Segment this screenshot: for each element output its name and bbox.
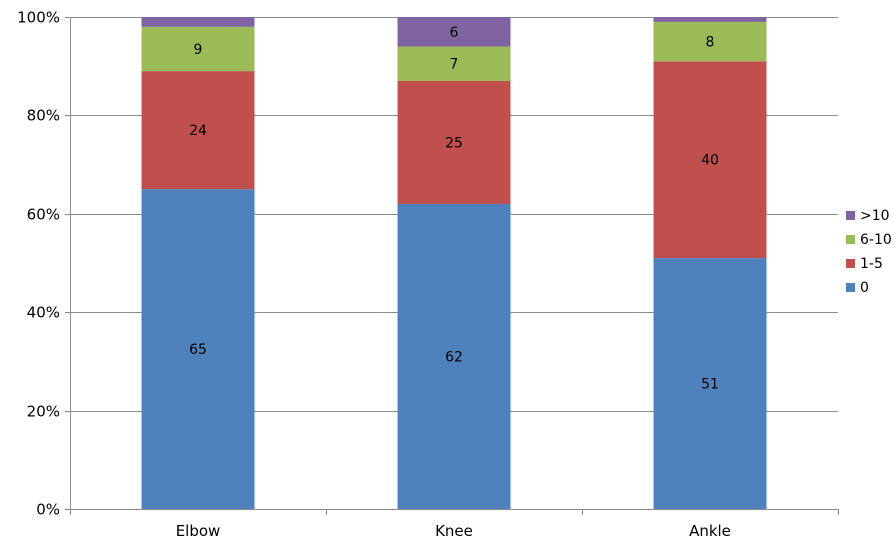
- axes: 0% 20% 40% 60% 80% 100% Elbow Knee Ankle: [17, 9, 839, 540]
- x-category-label: Ankle: [689, 522, 731, 540]
- bar-segment-ankle-3: [653, 17, 767, 22]
- bar-segment-elbow-2: [141, 26, 255, 72]
- legend-swatch: [846, 283, 855, 292]
- bar-segment-elbow-1: [141, 71, 255, 190]
- y-tick-label: 60%: [27, 206, 60, 224]
- bar-segment-knee-2: [397, 46, 511, 81]
- bar-segment-knee-3: [397, 17, 511, 47]
- bar-segment-ankle-1: [653, 61, 767, 259]
- data-label: 62: [445, 349, 463, 365]
- data-label: 8: [706, 35, 715, 51]
- data-label: 40: [701, 153, 719, 169]
- y-tick-label: 0%: [36, 501, 60, 519]
- legend: >10 6-10 1-5 0: [846, 208, 892, 296]
- bar-segment-ankle-0: [653, 258, 767, 509]
- data-label: 24: [189, 123, 207, 139]
- bar-segment-knee-1: [397, 80, 511, 204]
- legend-swatch: [846, 259, 855, 268]
- data-label: 65: [189, 342, 207, 358]
- legend-swatch: [846, 235, 855, 244]
- data-label: 25: [445, 135, 463, 151]
- y-tick-label: 40%: [27, 304, 60, 322]
- data-label: 7: [450, 57, 459, 73]
- legend-label: 0: [860, 280, 869, 296]
- legend-label: 1-5: [860, 256, 883, 272]
- legend-label: >10: [860, 208, 890, 224]
- y-tick-label: 100%: [17, 9, 60, 27]
- x-category-label: Elbow: [176, 522, 221, 540]
- legend-label: 6-10: [860, 232, 892, 248]
- bar-segment-elbow-0: [141, 189, 255, 509]
- bar-segment-elbow-3: [141, 17, 255, 27]
- bars: [141, 17, 767, 509]
- x-category-label: Knee: [435, 522, 473, 540]
- bar-segment-knee-0: [397, 203, 511, 509]
- data-label: 6: [450, 25, 459, 41]
- data-label: 9: [194, 42, 203, 58]
- y-tick-label: 80%: [27, 107, 60, 125]
- y-tick-label: 20%: [27, 403, 60, 421]
- bar-segment-ankle-2: [653, 21, 767, 62]
- data-label: 51: [701, 377, 719, 393]
- data-labels: 65 24 9 62 25 7 6 51 40 8: [189, 25, 719, 393]
- legend-swatch: [846, 211, 855, 220]
